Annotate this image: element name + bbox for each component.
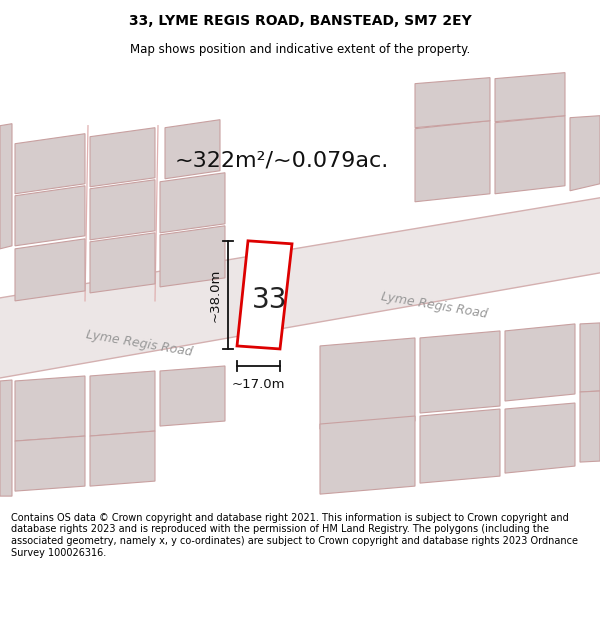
Polygon shape — [237, 241, 292, 349]
Polygon shape — [160, 366, 225, 426]
Polygon shape — [570, 116, 600, 191]
Polygon shape — [505, 403, 575, 473]
Text: Contains OS data © Crown copyright and database right 2021. This information is : Contains OS data © Crown copyright and d… — [11, 513, 578, 558]
Polygon shape — [15, 376, 85, 441]
Polygon shape — [160, 226, 225, 287]
Polygon shape — [15, 239, 85, 301]
Polygon shape — [160, 173, 225, 233]
Polygon shape — [495, 116, 565, 194]
Text: Lyme Regis Road: Lyme Regis Road — [85, 329, 193, 359]
Polygon shape — [90, 431, 155, 486]
Polygon shape — [165, 119, 220, 179]
Polygon shape — [90, 127, 155, 187]
Polygon shape — [15, 436, 85, 491]
Polygon shape — [580, 391, 600, 462]
Polygon shape — [0, 380, 12, 496]
Polygon shape — [420, 409, 500, 483]
Text: 33: 33 — [251, 286, 287, 314]
Polygon shape — [0, 198, 600, 378]
Text: ~17.0m: ~17.0m — [232, 378, 285, 391]
Polygon shape — [15, 134, 85, 194]
Text: ~38.0m: ~38.0m — [209, 268, 222, 322]
Polygon shape — [415, 78, 490, 128]
Polygon shape — [415, 121, 490, 202]
Text: Lyme Regis Road: Lyme Regis Road — [380, 291, 488, 321]
Polygon shape — [320, 416, 415, 494]
Polygon shape — [505, 324, 575, 401]
Polygon shape — [90, 233, 155, 293]
Polygon shape — [90, 180, 155, 240]
Polygon shape — [495, 72, 565, 122]
Polygon shape — [15, 186, 85, 246]
Text: Map shows position and indicative extent of the property.: Map shows position and indicative extent… — [130, 42, 470, 56]
Text: ~322m²/~0.079ac.: ~322m²/~0.079ac. — [175, 151, 389, 171]
Polygon shape — [90, 371, 155, 436]
Polygon shape — [580, 323, 600, 392]
Text: 33, LYME REGIS ROAD, BANSTEAD, SM7 2EY: 33, LYME REGIS ROAD, BANSTEAD, SM7 2EY — [128, 14, 472, 28]
Polygon shape — [420, 331, 500, 413]
Polygon shape — [0, 124, 12, 249]
Polygon shape — [320, 338, 415, 429]
